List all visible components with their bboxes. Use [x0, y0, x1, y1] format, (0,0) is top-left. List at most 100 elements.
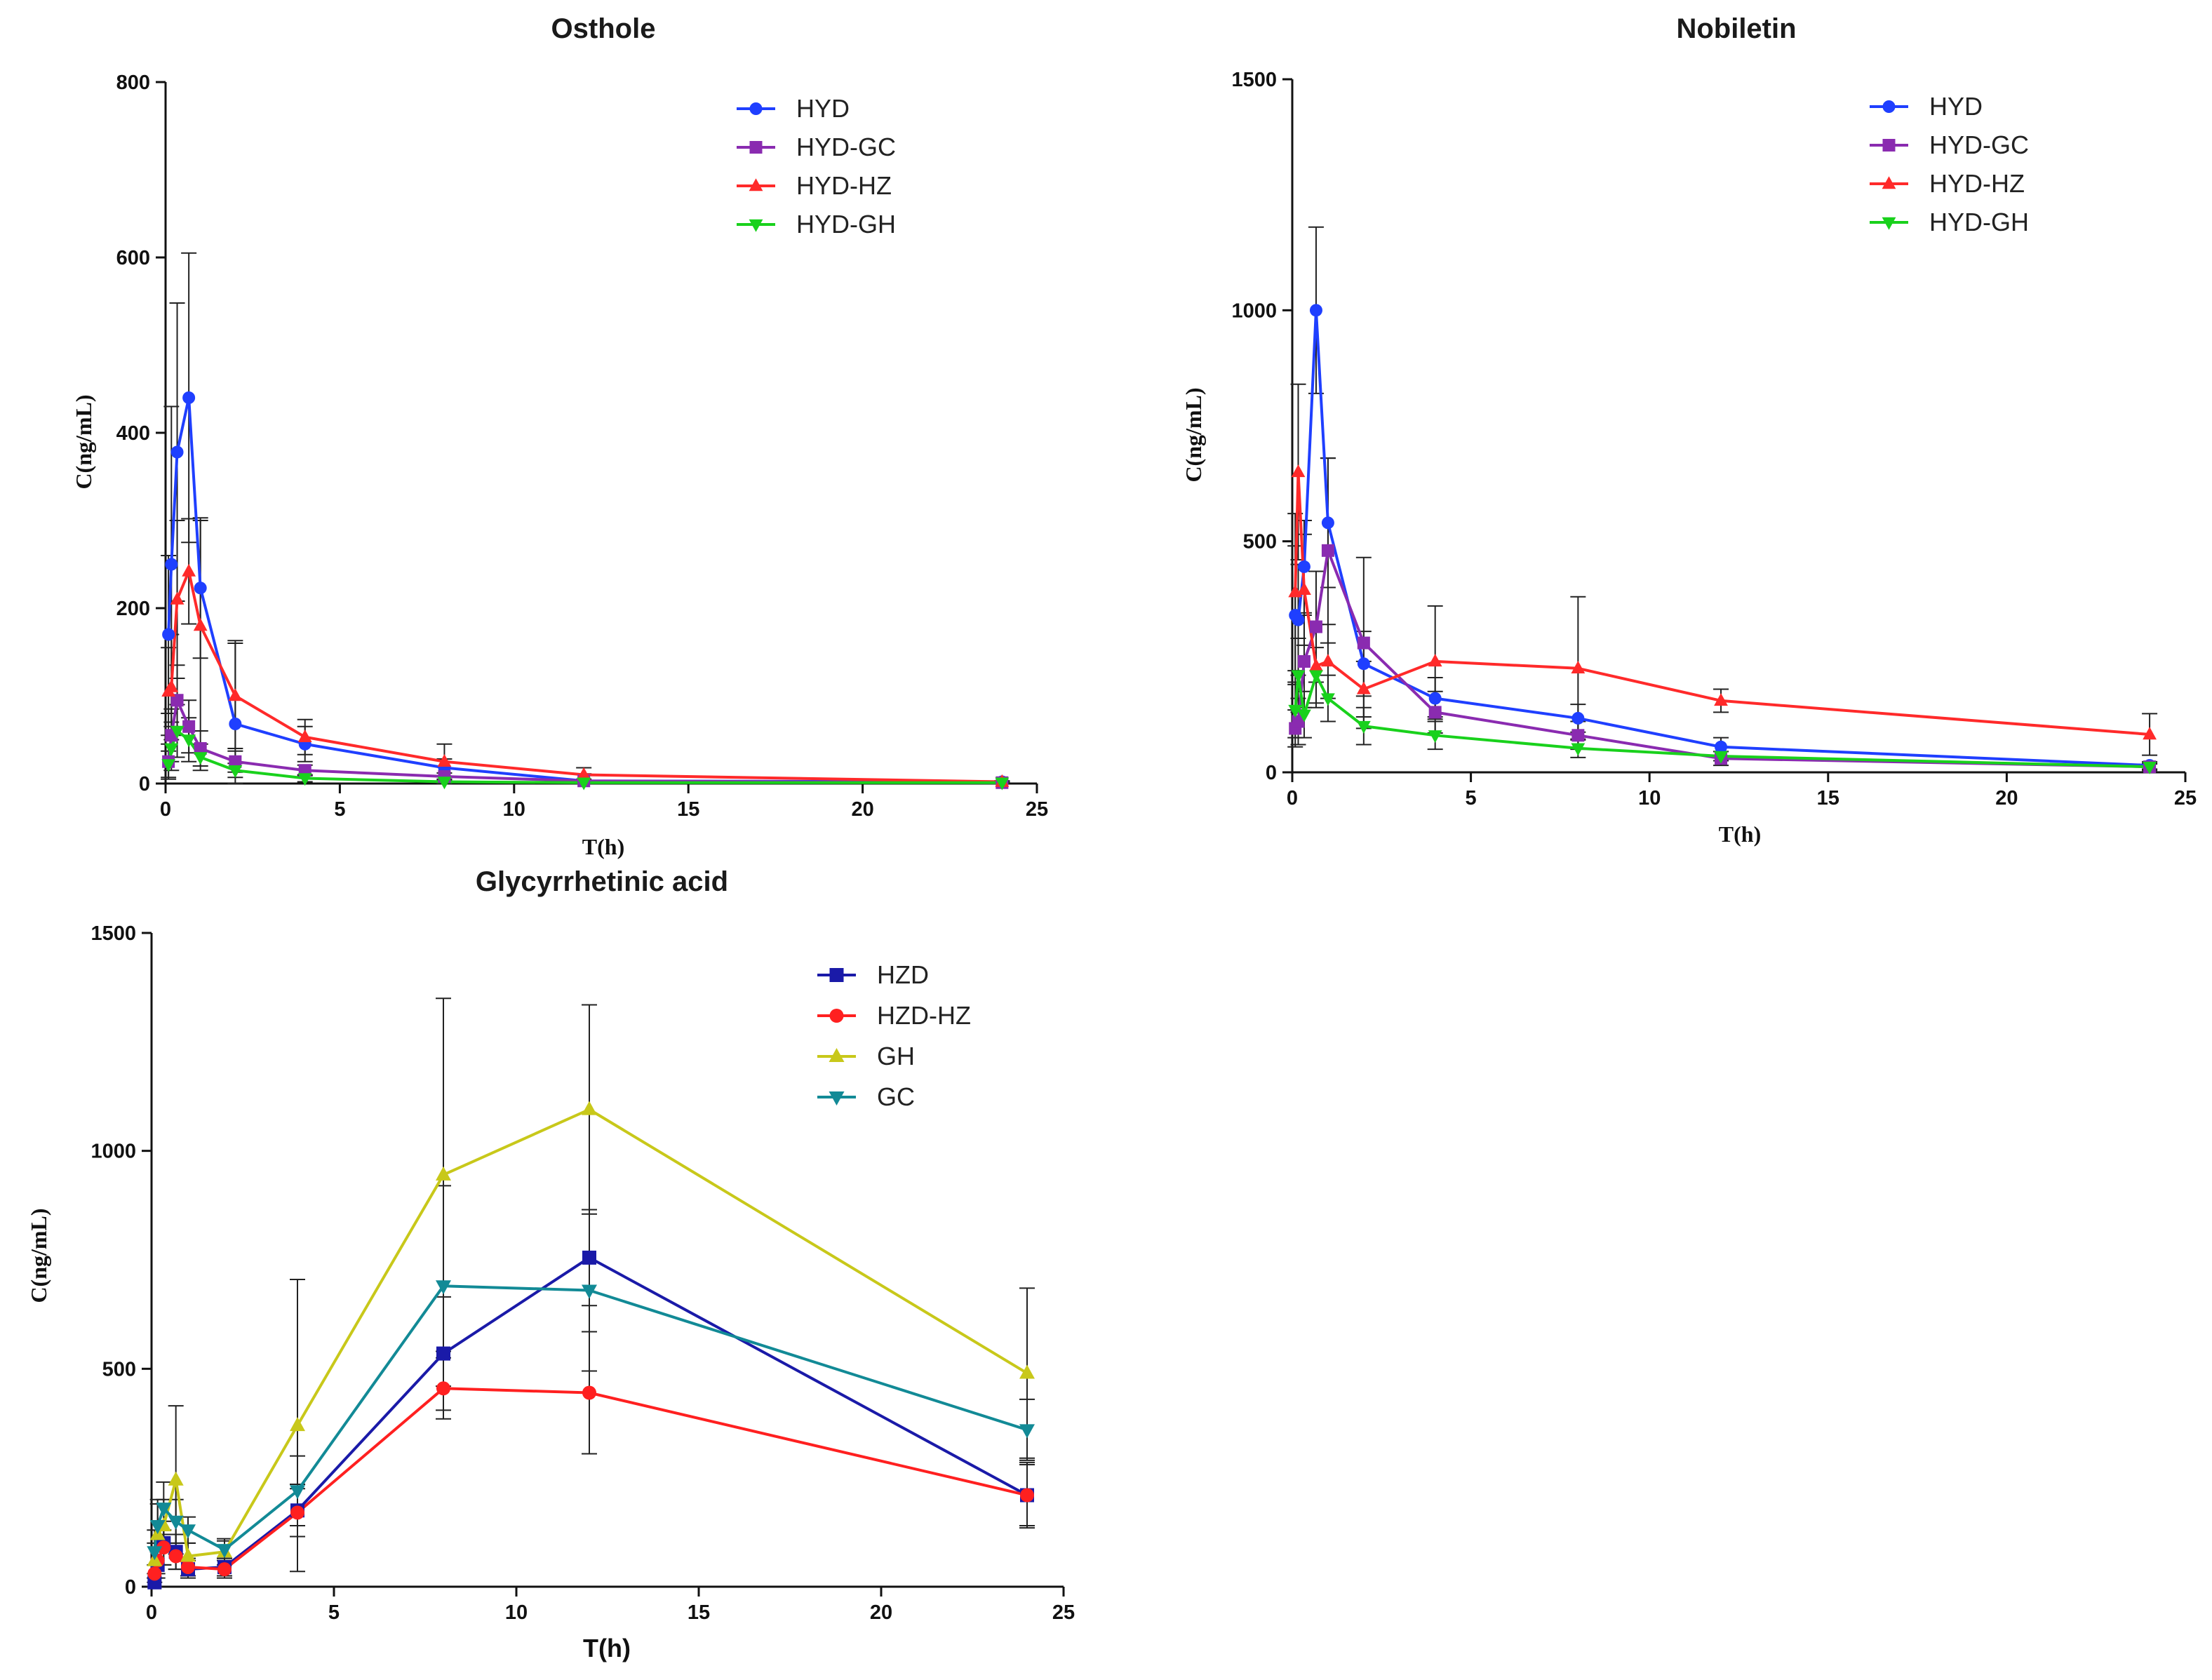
data-point-hyd: [1321, 516, 1334, 530]
series-line-hyd-hz: [167, 570, 1003, 784]
series-line-hyd-gh: [1294, 673, 2150, 769]
x-tick-label: 5: [328, 1601, 340, 1624]
data-point-hyd-hz: [1571, 661, 1586, 673]
data-point-hyd-hz: [193, 618, 208, 631]
x-tick-label: 0: [160, 798, 171, 821]
axes: 0 5 10 15 20 25 0 500 1000 1500: [91, 922, 1075, 1624]
data-point-hyd-gh: [1356, 720, 1371, 734]
y-axis-label: C(ng/mL): [71, 394, 96, 489]
data-point-hyd-gh: [161, 759, 176, 772]
data-point-hyd-gc: [1297, 654, 1311, 668]
data-point-hyd-gh: [1291, 670, 1306, 683]
data-point-hyd-gh: [1714, 751, 1728, 764]
data-point-gc: [436, 1280, 451, 1295]
x-tick-label: 15: [688, 1601, 710, 1624]
data-point-hyd-gc: [229, 755, 242, 768]
nobiletin-chart: Nobiletin 0 5 10 15 20 25 0 500 1000 1500 T(h) C(…: [1181, 13, 2197, 847]
data-point-hzd-hz: [217, 1562, 232, 1577]
series-line-gc: [153, 1284, 1028, 1552]
data-point-gc: [1019, 1424, 1035, 1439]
data-point-hyd-gh: [228, 765, 243, 779]
data-point-hzd: [436, 1346, 450, 1361]
data-point-hyd-gc: [1428, 706, 1442, 719]
y-tick-label: 1000: [91, 1141, 136, 1163]
data-markers: [147, 1101, 1035, 1590]
y-axis-label: C(ng/mL): [26, 1208, 51, 1303]
data-point-hyd: [1428, 692, 1442, 705]
legend-entry: HYD-GC: [796, 133, 896, 161]
legend-entry: HYD: [796, 94, 850, 123]
y-tick-label: 0: [1266, 762, 1277, 784]
legend-marker: [829, 968, 844, 982]
data-point-hyd-hz: [437, 753, 452, 767]
y-tick-label: 1500: [1231, 69, 1277, 91]
x-axis-label: T(h): [582, 834, 624, 859]
data-point-hyd: [165, 558, 178, 571]
x-axis-label: T(h): [1719, 821, 1761, 847]
data-point-hyd-gh: [1309, 670, 1323, 683]
data-point-gc: [156, 1503, 172, 1517]
data-point-hyd: [194, 582, 207, 595]
data-point-hyd-gh: [297, 773, 312, 786]
glycyrrhetinic-acid-chart: Glycyrrhetinic acid 0 5 10 15 20 25 0 500 1000 15…: [26, 866, 1075, 1662]
legend-marker: [749, 102, 763, 115]
data-point-hyd-gc: [182, 720, 196, 733]
data-point-hyd-gh: [995, 777, 1010, 791]
data-point-hzd-hz: [582, 1385, 596, 1400]
data-point-hyd-hz: [1309, 658, 1323, 671]
y-tick-label: 200: [116, 598, 150, 620]
data-point-hyd: [1571, 711, 1585, 725]
legend: HYD HYD-GC HYD-HZ HYD-GH: [737, 94, 896, 238]
data-point-hyd-hz: [182, 563, 196, 577]
data-point-hyd-hz: [577, 767, 591, 780]
data-point-hyd: [182, 391, 196, 404]
legend-entry: GC: [877, 1082, 915, 1111]
data-point-hyd-gh: [182, 734, 196, 748]
series-line-hzd-hz: [153, 1387, 1028, 1574]
y-tick-label: 500: [102, 1358, 136, 1380]
legend: HZD HZD-HZ GH GC: [817, 960, 971, 1111]
data-point-gh: [168, 1471, 184, 1486]
data-point-hyd-gh: [1321, 693, 1335, 706]
data-point-hyd-hz: [170, 591, 185, 605]
x-tick-label: 10: [1638, 787, 1661, 809]
chart-title: Glycyrrhetinic acid: [476, 866, 728, 897]
data-markers: [161, 391, 1010, 791]
data-point-hyd-gc: [1357, 636, 1370, 650]
x-tick-label: 15: [1817, 787, 1839, 809]
series-line-hyd-gc: [167, 699, 1003, 784]
series-lines: [167, 396, 1003, 784]
data-point-hzd-hz: [147, 1566, 162, 1581]
data-point-hyd-hz: [1428, 654, 1442, 667]
legend-marker: [749, 141, 763, 154]
x-tick-label: 15: [677, 798, 699, 821]
data-point-hyd-gh: [193, 752, 208, 765]
legend-marker: [749, 219, 763, 232]
legend-marker: [829, 1048, 845, 1062]
data-point-gc: [290, 1485, 305, 1500]
data-point-hyd-hz: [228, 688, 243, 701]
data-point-hyd: [1309, 304, 1322, 317]
data-point-hyd-hz: [1321, 654, 1335, 667]
legend-marker: [829, 1091, 845, 1106]
data-point-hyd-hz: [297, 729, 312, 742]
data-markers: [1288, 304, 2157, 774]
data-point-hyd: [1357, 657, 1370, 671]
legend-entry: HYD: [1929, 92, 1983, 121]
data-point-hyd: [1292, 613, 1305, 626]
x-tick-label: 0: [146, 1601, 157, 1624]
legend-entry: HYD-HZ: [1929, 169, 2025, 198]
data-point-hyd-gc: [1292, 715, 1305, 728]
y-tick-label: 0: [125, 1576, 136, 1599]
data-point-hyd: [1715, 740, 1728, 753]
y-tick-label: 800: [116, 72, 150, 94]
legend-marker: [1882, 139, 1896, 152]
legend-entry: HYD-GC: [1929, 130, 2029, 159]
data-point-hzd: [582, 1250, 596, 1265]
legend-entry: HYD-HZ: [796, 171, 892, 200]
data-point-hyd-gc: [1309, 620, 1322, 633]
data-point-gc: [217, 1544, 232, 1559]
y-tick-label: 1500: [91, 922, 136, 945]
data-point-hyd-gh: [2143, 761, 2157, 774]
